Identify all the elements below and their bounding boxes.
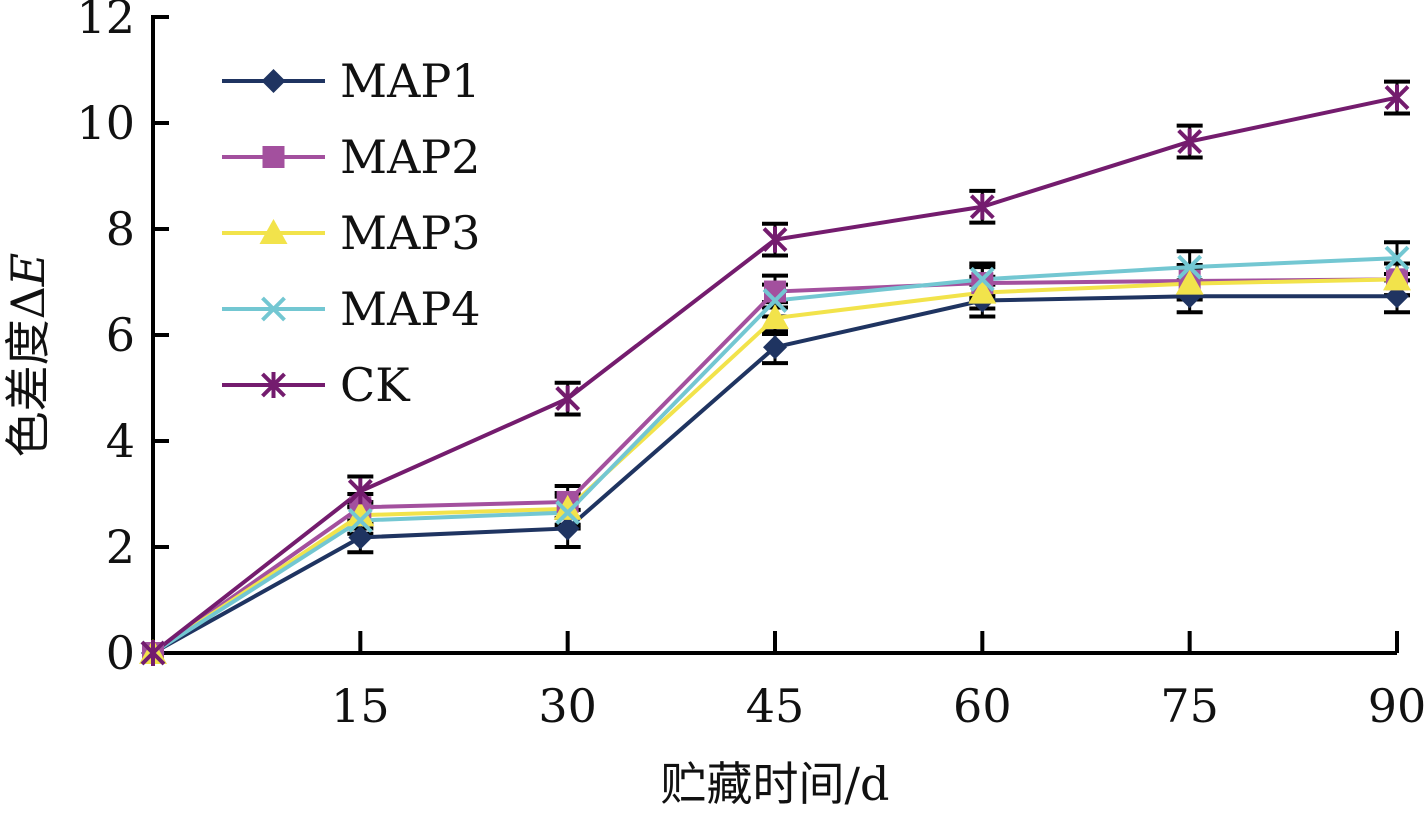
- x-tick-label: 75: [1160, 679, 1219, 733]
- data-point: [761, 304, 789, 330]
- data-point: [1383, 265, 1411, 291]
- y-axis-title-italic: E: [1, 253, 55, 288]
- data-point: [762, 288, 788, 313]
- data-point: [140, 640, 166, 666]
- x-tick-label: 15: [331, 679, 390, 733]
- legend: MAP1 MAP2 MAP3 MAP4 CK: [222, 54, 481, 412]
- legend-marker: [261, 296, 286, 322]
- markers-ck: [140, 84, 1410, 666]
- markers-map4: [140, 245, 1410, 666]
- x-tick-label: 30: [538, 679, 597, 733]
- markers-map1: [141, 284, 1409, 665]
- y-tick-label: 4: [106, 414, 135, 468]
- legend-item-map3: MAP3: [222, 206, 481, 260]
- legend-item-map4: MAP4: [222, 282, 481, 336]
- y-tick-label: 8: [106, 202, 135, 256]
- x-axis-title: 贮藏时间/d: [661, 757, 890, 811]
- data-point: [555, 385, 581, 412]
- legend-item-ck: CK: [222, 358, 411, 412]
- legend-label: MAP1: [340, 54, 481, 108]
- legend-marker: [259, 219, 288, 244]
- y-axis-title: 色差度ΔE: [1, 253, 55, 458]
- legend-marker: [262, 146, 285, 168]
- data-point: [1384, 245, 1410, 271]
- x-tick-label: 45: [746, 679, 805, 733]
- y-tick-label: 12: [76, 0, 135, 44]
- legend-marker: [261, 69, 286, 93]
- markers-map3: [139, 265, 1411, 664]
- data-point: [968, 278, 997, 304]
- x-tick-label: 90: [1368, 679, 1425, 733]
- data-point: [969, 266, 995, 292]
- data-point: [1177, 254, 1203, 280]
- data-point: [762, 226, 788, 253]
- legend-label: MAP3: [340, 206, 481, 260]
- data-point: [1384, 84, 1410, 111]
- data-point: [1175, 269, 1204, 295]
- data-point: [555, 516, 580, 541]
- y-axis-title-main: 色差度Δ: [1, 286, 55, 457]
- y-tick-label: 6: [106, 308, 135, 362]
- legend-marker: [261, 372, 286, 398]
- data-point: [1177, 128, 1203, 155]
- data-point: [969, 193, 995, 220]
- data-point: [347, 478, 373, 505]
- series-layer: [139, 79, 1411, 666]
- y-ticks: 0 2 4 6 8 10 12: [76, 0, 169, 680]
- error-bars: [347, 79, 1410, 555]
- legend-label: MAP4: [340, 282, 481, 336]
- data-point: [555, 500, 581, 525]
- y-tick-label: 0: [106, 626, 135, 680]
- legend-label: MAP2: [340, 130, 481, 184]
- data-point: [346, 501, 375, 527]
- x-ticks: 15 30 45 60 75 90: [331, 631, 1425, 733]
- legend-item-map2: MAP2: [222, 130, 481, 184]
- data-point: [348, 525, 373, 550]
- y-tick-label: 2: [106, 520, 135, 574]
- data-point: [763, 335, 787, 360]
- y-tick-label: 10: [76, 96, 135, 150]
- legend-label: CK: [340, 358, 411, 412]
- data-point: [553, 494, 582, 520]
- legend-item-map1: MAP1: [222, 54, 481, 108]
- x-tick-label: 60: [953, 679, 1012, 733]
- axes: 0 2 4 6 8 10 12 15 30 45 60 75 90: [76, 0, 1425, 733]
- data-point: [347, 508, 373, 533]
